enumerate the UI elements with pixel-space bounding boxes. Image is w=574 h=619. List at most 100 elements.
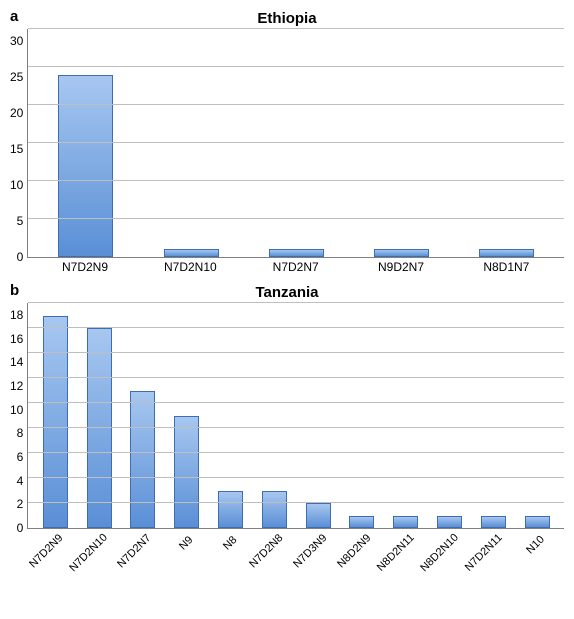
grid-line	[28, 327, 564, 328]
x-tick: N7D2N11	[471, 529, 515, 589]
y-tick-label: 25	[10, 71, 23, 83]
grid-line	[28, 104, 564, 105]
bar	[87, 328, 112, 528]
y-tick-label: 10	[10, 404, 23, 416]
y-tick-label: 4	[17, 475, 24, 487]
bar	[43, 316, 68, 529]
x-tick: N7D2N9	[32, 529, 76, 589]
bar-slot	[33, 303, 77, 528]
y-tick-label: 6	[17, 451, 24, 463]
x-tick: N8	[208, 529, 252, 589]
bar	[218, 491, 243, 528]
bar	[349, 516, 374, 529]
x-tick-label: N7D3N9	[291, 532, 329, 570]
bar-slot	[77, 303, 121, 528]
grid-line	[28, 452, 564, 453]
panel-title-b: Tanzania	[10, 284, 564, 301]
x-tick: N7D2N7	[120, 529, 164, 589]
x-tick: N8D2N11	[383, 529, 427, 589]
bar	[437, 516, 462, 529]
x-tick: N8D2N10	[427, 529, 471, 589]
y-tick-label: 10	[10, 179, 23, 191]
panel-b: b Tanzania 181614121086420 N7D2N9N7D2N10…	[10, 284, 564, 589]
y-tick-label: 5	[17, 215, 24, 227]
bar-slot	[165, 303, 209, 528]
bar-slot	[340, 303, 384, 528]
x-tick-label: N7D2N9	[27, 532, 65, 570]
x-tick-label: N7D2N8	[247, 532, 285, 570]
chart-b-wrap: 181614121086420 N7D2N9N7D2N10N7D2N7N9N8N…	[10, 303, 564, 589]
x-tick: N7D2N7	[243, 260, 348, 274]
bar-slot	[244, 29, 349, 257]
panel-title-a: Ethiopia	[10, 10, 564, 27]
grid-line	[28, 377, 564, 378]
bar	[525, 516, 550, 529]
bar-slot	[454, 29, 559, 257]
bar	[269, 249, 324, 257]
bar	[130, 391, 155, 529]
bar	[393, 516, 418, 529]
y-tick-label: 12	[10, 380, 23, 392]
y-tick-label: 8	[17, 427, 24, 439]
grid-line	[28, 142, 564, 143]
bar-slot	[33, 29, 138, 257]
bar-slot	[428, 303, 472, 528]
plot-area-b	[27, 303, 564, 529]
y-tick-label: 15	[10, 143, 23, 155]
bars-a	[28, 29, 564, 257]
bar-slot	[471, 303, 515, 528]
grid-line	[28, 427, 564, 428]
bar	[164, 249, 219, 257]
grid-line	[28, 402, 564, 403]
x-tick: N8D2N9	[340, 529, 384, 589]
y-axis-b: 181614121086420	[10, 303, 27, 528]
x-tick-label: N8D2N9	[335, 532, 373, 570]
x-tick-label: N9	[177, 534, 195, 552]
panel-letter-b: b	[10, 282, 19, 299]
grid-line	[28, 218, 564, 219]
bar	[481, 516, 506, 529]
x-tick-label: N7D2N7	[115, 532, 153, 570]
grid-line	[28, 180, 564, 181]
bar-slot	[384, 303, 428, 528]
y-tick-label: 0	[17, 522, 24, 534]
x-tick: N7D3N9	[296, 529, 340, 589]
panel-letter-a: a	[10, 8, 18, 25]
panel-a: a Ethiopia 30 25 20 15 10 5 0 N7D2N9N7D2N10N7D…	[10, 10, 564, 274]
bar-slot	[349, 29, 454, 257]
x-tick: N7D2N10	[138, 260, 243, 274]
x-tick: N7D2N8	[252, 529, 296, 589]
bars-b	[28, 303, 564, 528]
bar-slot	[138, 29, 243, 257]
y-tick-label: 16	[10, 333, 23, 345]
bar-slot	[209, 303, 253, 528]
x-tick: N9	[164, 529, 208, 589]
bar	[174, 416, 199, 529]
x-labels-b: N7D2N9N7D2N10N7D2N7N9N8N7D2N8N7D3N9N8D2N…	[27, 529, 564, 589]
x-labels-a: N7D2N9N7D2N10N7D2N7N9D2N7N8D1N7	[27, 258, 564, 274]
x-tick-label: N8	[221, 534, 239, 552]
plot-area-a	[27, 29, 564, 258]
grid-line	[28, 28, 564, 29]
bar	[262, 491, 287, 528]
bar-slot	[252, 303, 296, 528]
x-tick-label: N10	[524, 534, 547, 557]
y-tick-label: 0	[17, 251, 24, 263]
y-axis-a: 302520151050	[10, 29, 27, 257]
x-tick: N7D2N10	[76, 529, 120, 589]
y-tick-label: 18	[10, 309, 23, 321]
y-tick-label: 2	[17, 498, 24, 510]
bar-slot	[515, 303, 559, 528]
bar	[58, 75, 113, 257]
bar	[374, 249, 429, 257]
grid-line	[28, 66, 564, 67]
y-tick-label: 20	[10, 107, 23, 119]
bar-slot	[296, 303, 340, 528]
x-tick: N10	[515, 529, 559, 589]
grid-line	[28, 502, 564, 503]
grid-line	[28, 352, 564, 353]
y-tick-label: 30	[10, 35, 23, 47]
bar	[479, 249, 534, 257]
x-tick: N7D2N9	[32, 260, 137, 274]
grid-line	[28, 477, 564, 478]
